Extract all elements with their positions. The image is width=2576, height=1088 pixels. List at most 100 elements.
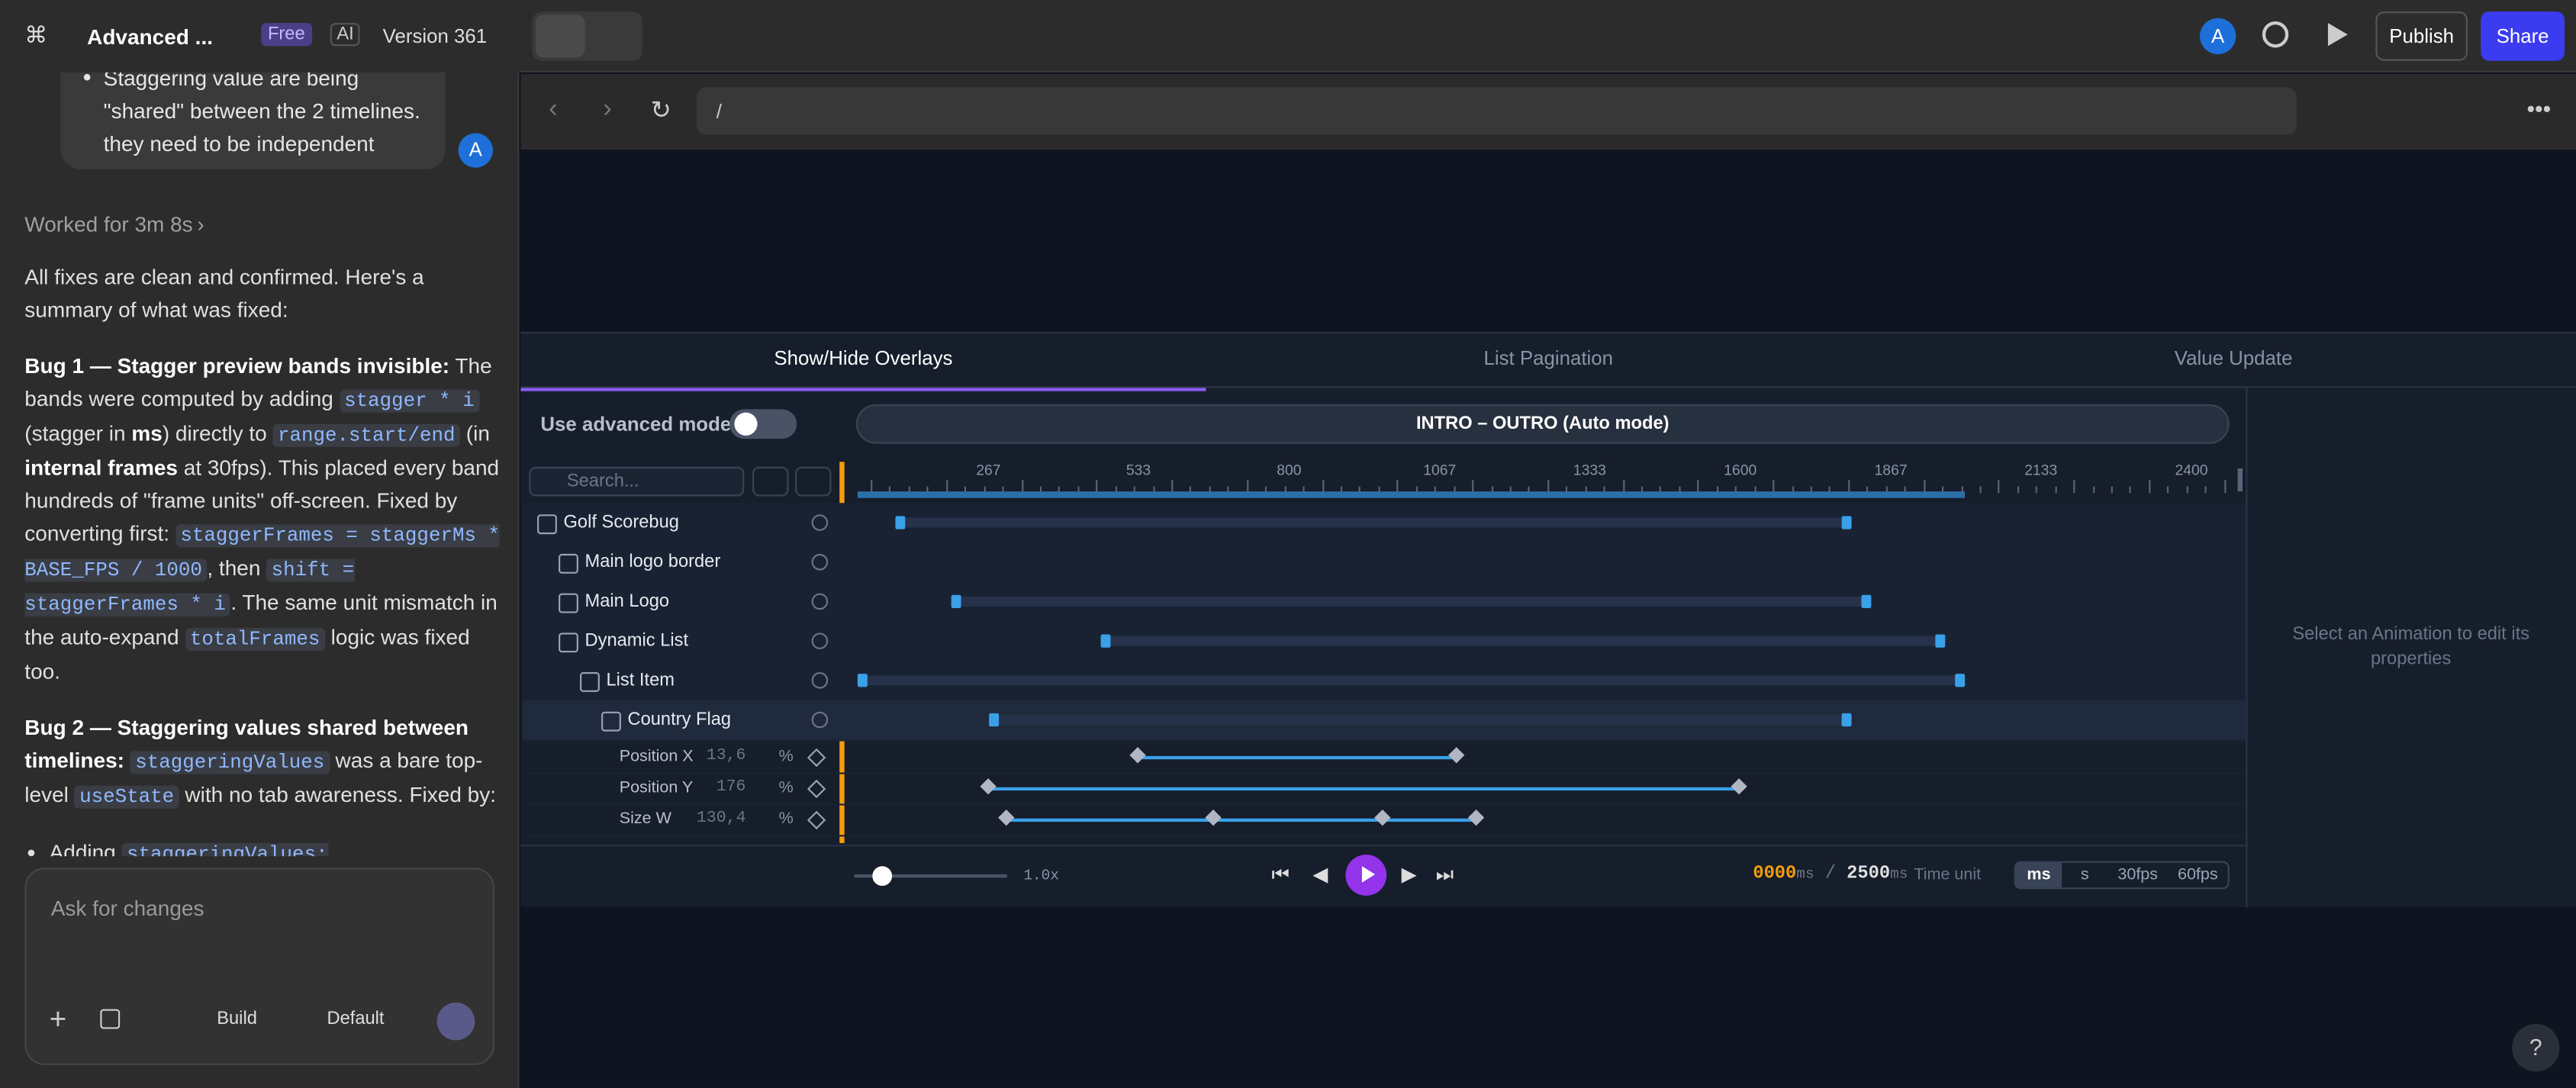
ruler-minor [1284, 486, 1286, 494]
avatar: A [2200, 18, 2236, 55]
layer-name: Country Flag [627, 710, 732, 730]
ruler-minor [1792, 486, 1794, 494]
text: . The same unit mismatch in the auto-exp… [24, 590, 497, 649]
ruler-minor [1171, 479, 1174, 494]
speed: 1.0x [1023, 868, 1059, 884]
keyframe-end [857, 674, 868, 687]
ruler-label: 2400 [2175, 462, 2208, 478]
ruler-minor [2073, 479, 2075, 494]
ruler-label: 2133 [2024, 462, 2058, 478]
publish-button[interactable]: Publish [2375, 11, 2468, 61]
ruler-handle [2237, 468, 2243, 492]
layer-row [522, 542, 2246, 584]
plus-button[interactable]: + [49, 1003, 67, 1036]
user-bullet: Staggering value are being "shared" betw… [103, 66, 420, 156]
ruler-minor [2223, 479, 2226, 494]
ruler-minor [1641, 486, 1644, 494]
attach-button[interactable] [100, 1009, 121, 1029]
ruler-minor [1359, 486, 1361, 494]
forward-button[interactable]: › [603, 95, 612, 124]
prop-line [1006, 818, 1477, 821]
prop-row [522, 741, 2246, 774]
back-button[interactable]: ‹ [549, 95, 558, 124]
ruler-minor [1716, 486, 1718, 494]
ruler-minor [2092, 486, 2095, 494]
text: , then [207, 555, 267, 581]
ruler-minor [1415, 486, 1418, 494]
ruler-minor [1960, 486, 1963, 494]
unit-option[interactable]: ms [2015, 862, 2062, 888]
tab[interactable]: List Pagination [1483, 346, 1614, 370]
ruler-minor [1209, 486, 1211, 494]
ruler-minor [1435, 486, 1437, 494]
skip-end[interactable]: ⏭ [1435, 862, 1454, 887]
search-field[interactable] [529, 466, 745, 497]
tab-bar [520, 332, 2576, 388]
ruler-minor [1866, 486, 1869, 494]
timer-icon [811, 672, 829, 689]
tab[interactable]: Show/Hide Overlays [520, 332, 1206, 391]
layer-icon [601, 711, 621, 732]
ruler-minor [1904, 486, 1906, 494]
bold-text: Bug 2 — Staggering values shared between… [24, 715, 469, 773]
share-button[interactable]: Share [2481, 11, 2565, 61]
step-back[interactable]: ◀ [1312, 862, 1328, 887]
prop-unit: % [778, 810, 794, 829]
unit-option[interactable]: 30fps [2117, 866, 2159, 884]
settings-button[interactable] [2262, 21, 2289, 48]
layer-name: List Item [606, 670, 675, 690]
speed-knob[interactable] [872, 866, 893, 887]
ruler-label: 1333 [1573, 462, 1606, 478]
step-forward[interactable]: ▶ [1401, 862, 1417, 887]
keyframe-end [989, 713, 1000, 727]
toggle-knob [734, 412, 758, 436]
ruler-minor [1322, 479, 1324, 494]
mic-button[interactable] [436, 1003, 475, 1041]
worked-for[interactable]: Worked for 3m 8s [24, 211, 193, 237]
more-button[interactable]: ••• [2526, 95, 2552, 122]
skip-start[interactable]: ⏮ [1271, 862, 1290, 887]
url-field[interactable] [696, 87, 2297, 135]
sort-button[interactable] [752, 466, 789, 497]
ruler-minor [964, 486, 967, 494]
layer-bar [900, 517, 1847, 528]
preview-button[interactable] [535, 14, 585, 58]
build-select[interactable]: Build [217, 1009, 257, 1029]
prop-line [989, 787, 1740, 790]
ruler-minor [871, 479, 873, 494]
layer-bar [1106, 636, 1940, 646]
ruler-minor [1697, 479, 1700, 494]
ruler-minor [1228, 486, 1230, 494]
prop-line [1138, 755, 1457, 759]
code: useState [74, 785, 179, 809]
default-select[interactable]: Default [327, 1009, 385, 1029]
reload-button[interactable]: ↻ [650, 97, 671, 125]
layer-bar [862, 675, 1960, 686]
tab[interactable]: Value Update [2174, 346, 2293, 370]
version[interactable]: Version 361 [382, 24, 488, 48]
unit-option[interactable]: 60fps [2177, 866, 2218, 884]
advanced-label: Use advanced mode [540, 412, 732, 436]
collapse-button[interactable] [795, 466, 832, 497]
chat-topbar-bg [0, 0, 520, 72]
prop-name: Position X [619, 748, 694, 766]
prop-value: 130,4 [696, 810, 746, 829]
ruler-minor [1396, 479, 1399, 494]
ruler-minor [1735, 486, 1737, 494]
unit-option[interactable]: s [2080, 866, 2089, 884]
layer-icon [580, 672, 600, 692]
play-button[interactable] [2327, 23, 2348, 47]
ruler-minor [1679, 486, 1681, 494]
keyframe-end [1100, 634, 1111, 648]
code: range.start/end [272, 423, 461, 447]
ruler-minor [1509, 486, 1512, 494]
project-name: Advanced ... [87, 24, 213, 50]
ruler-label: 1600 [1724, 462, 1757, 478]
ruler-minor [1547, 479, 1550, 494]
separator: / [1824, 864, 1836, 884]
logo: ⌘ [24, 21, 48, 48]
code: staggeringValues [130, 751, 330, 774]
help-button[interactable]: ? [2512, 1024, 2560, 1072]
text: (in [460, 420, 490, 446]
